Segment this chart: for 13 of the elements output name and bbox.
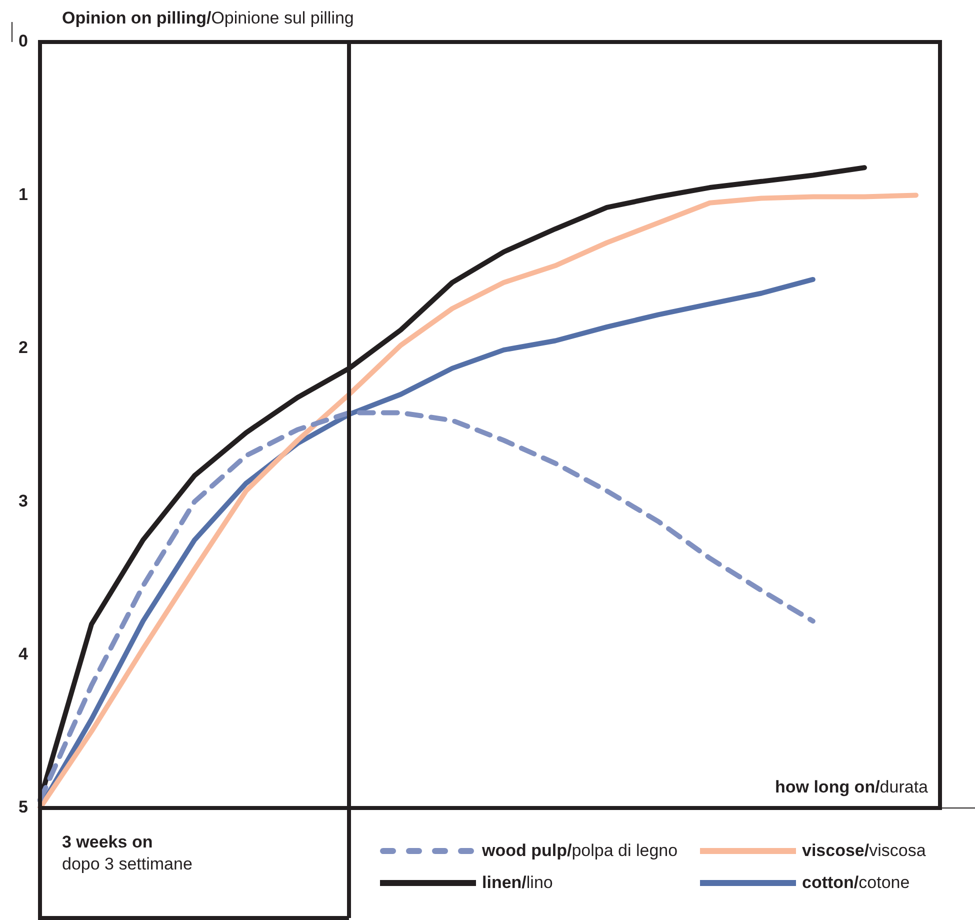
y-axis-title: Opinion on pilling/Opinione sul pilling bbox=[62, 8, 354, 28]
y-tick-label: 1 bbox=[18, 184, 28, 204]
legend-label: cotton/cotone bbox=[802, 873, 910, 893]
y-tick-label: 5 bbox=[18, 798, 28, 817]
text: 3 weeks on dopo 3 settimane bbox=[62, 832, 192, 874]
legend-label: linen/lino bbox=[482, 873, 553, 893]
y-tick-label: 2 bbox=[18, 338, 28, 358]
y-tick-label: 4 bbox=[18, 644, 29, 664]
legend-label: viscose/viscosa bbox=[802, 841, 926, 861]
x-axis-title: how long on/durata bbox=[774, 778, 929, 797]
legend-label: wood pulp/polpa di legno bbox=[482, 841, 678, 861]
y-tick-label: 0 bbox=[18, 32, 28, 51]
y-tick-label: 3 bbox=[18, 491, 28, 510]
